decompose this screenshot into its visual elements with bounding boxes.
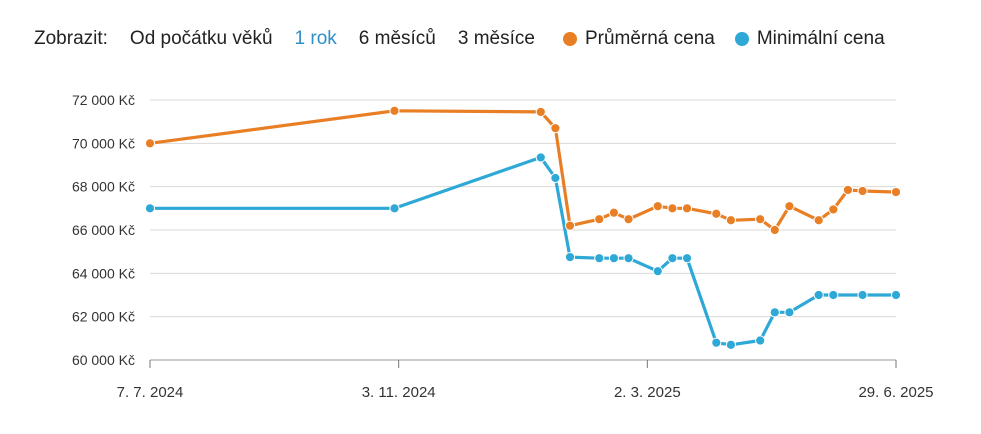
x-tick-label: 29. 6. 2025 bbox=[858, 384, 933, 401]
data-point-minimum bbox=[857, 289, 868, 301]
data-point-minimum bbox=[667, 253, 678, 264]
y-tick-label: 62 000 Kč bbox=[72, 309, 135, 325]
data-point-average bbox=[652, 201, 663, 212]
range-6-months[interactable]: 6 měsíců bbox=[358, 28, 436, 49]
y-tick-label: 66 000 Kč bbox=[72, 222, 135, 238]
data-point-minimum bbox=[711, 337, 722, 348]
legend-average-price[interactable]: Průměrná cena bbox=[562, 28, 715, 50]
data-point-average bbox=[594, 214, 605, 225]
data-point-average bbox=[608, 207, 619, 218]
data-point-minimum bbox=[594, 253, 605, 264]
data-point-average bbox=[711, 208, 722, 219]
data-point-minimum bbox=[623, 253, 634, 264]
x-tick-label: 7. 7. 2024 bbox=[117, 384, 184, 401]
data-point-minimum bbox=[813, 289, 824, 301]
data-point-average bbox=[550, 123, 561, 134]
data-point-average bbox=[842, 184, 854, 196]
data-point-average bbox=[755, 214, 766, 225]
chart-toolbar: Zobrazit: Od počátku věků 1 rok 6 měsíců… bbox=[34, 26, 899, 52]
y-tick-label: 64 000 Kč bbox=[72, 265, 135, 281]
data-point-minimum bbox=[769, 307, 780, 318]
series-points bbox=[144, 105, 902, 350]
data-point-minimum bbox=[784, 307, 795, 318]
data-point-average bbox=[623, 214, 634, 225]
y-tick-label: 70 000 Kč bbox=[72, 135, 135, 151]
data-point-minimum bbox=[828, 289, 839, 301]
data-point-minimum bbox=[652, 266, 663, 277]
legend-label-average: Průměrná cena bbox=[584, 28, 715, 49]
y-axis-labels: 60 000 Kč 62 000 Kč 64 000 Kč 66 000 Kč 68 0… bbox=[72, 92, 135, 368]
x-tick-label: 3. 11. 2024 bbox=[362, 384, 436, 401]
x-axis bbox=[149, 359, 897, 368]
data-point-average bbox=[535, 106, 546, 118]
view-label: Zobrazit: bbox=[34, 28, 108, 49]
data-point-average bbox=[725, 215, 737, 226]
range-all-time[interactable]: Od počátku věků bbox=[129, 28, 273, 49]
data-point-minimum bbox=[550, 172, 561, 184]
range-1-year[interactable]: 1 rok bbox=[294, 28, 337, 49]
data-point-average bbox=[667, 203, 678, 214]
y-tick-label: 60 000 Kč bbox=[72, 352, 135, 368]
data-point-minimum bbox=[144, 203, 156, 214]
legend-label-minimum: Minimální cena bbox=[756, 28, 885, 49]
data-point-average bbox=[784, 201, 795, 212]
y-tick-label: 72 000 Kč bbox=[72, 92, 135, 108]
data-point-average bbox=[890, 186, 902, 198]
data-point-average bbox=[564, 220, 576, 231]
series-line-average bbox=[148, 109, 898, 232]
grid-lines bbox=[150, 99, 896, 361]
series-lines bbox=[148, 109, 898, 347]
range-3-months[interactable]: 3 měsíce bbox=[457, 28, 535, 49]
series-line-minimum bbox=[148, 155, 898, 347]
data-point-minimum bbox=[389, 203, 400, 214]
data-point-average bbox=[769, 224, 780, 236]
legend-dot-average bbox=[562, 32, 577, 46]
data-point-average bbox=[828, 204, 839, 215]
data-point-average bbox=[389, 105, 400, 116]
data-point-average bbox=[681, 203, 693, 214]
data-point-minimum bbox=[755, 335, 766, 346]
data-point-minimum bbox=[608, 253, 619, 264]
x-axis-labels: 7. 7. 2024 3. 11. 2024 2. 3. 2025 29. 6. 20… bbox=[117, 384, 934, 401]
data-point-minimum bbox=[564, 251, 576, 263]
data-point-average bbox=[857, 185, 868, 197]
data-point-minimum bbox=[890, 289, 902, 301]
data-point-average bbox=[144, 138, 156, 149]
data-point-minimum bbox=[725, 339, 737, 350]
data-point-average bbox=[813, 215, 824, 226]
legend-minimum-price[interactable]: Minimální cena bbox=[734, 28, 885, 50]
legend-dot-minimum bbox=[734, 32, 749, 46]
y-tick-label: 68 000 Kč bbox=[72, 179, 135, 195]
data-point-minimum bbox=[681, 253, 693, 264]
x-tick-label: 2. 3. 2025 bbox=[614, 384, 681, 401]
data-point-minimum bbox=[535, 152, 546, 163]
